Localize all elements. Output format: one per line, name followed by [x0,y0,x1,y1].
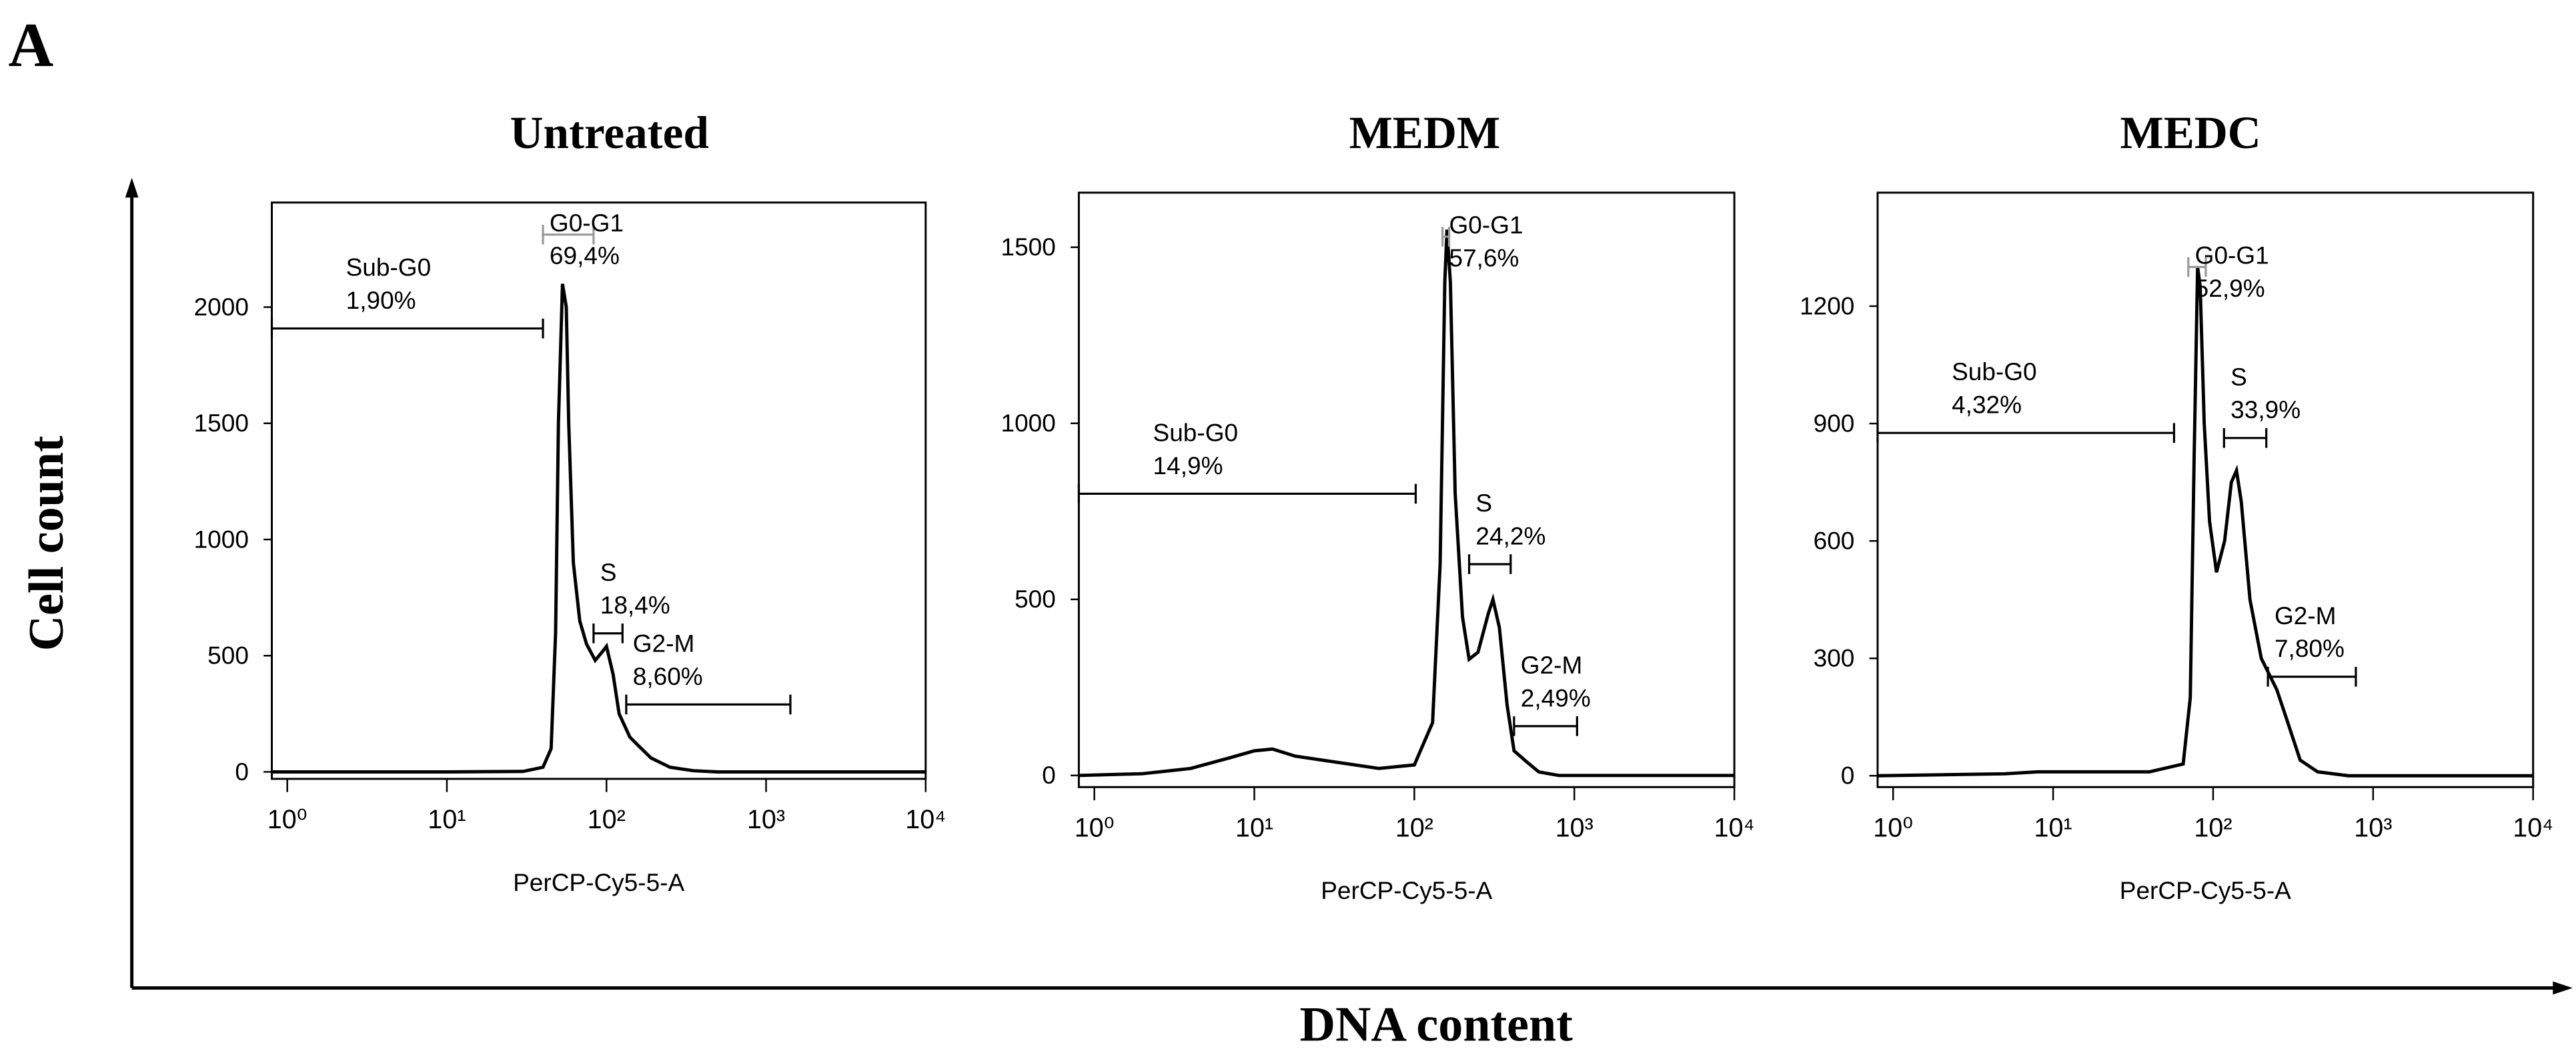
y-tick-label: 1500 [194,409,249,437]
gate-name: G0-G1 [550,209,624,237]
x-tick-label: 10¹ [1235,813,1273,842]
y-tick-label: 600 [1814,527,1855,555]
y-tick-label: 1000 [1001,409,1055,437]
histogram-curve [1079,229,1735,778]
plot-frame [1077,191,1736,788]
y-axis-label: Cell count [19,435,74,651]
arrowhead [125,177,139,198]
x-tick-label: 10³ [1555,813,1593,842]
gate-percent: 57,6% [1449,243,1519,271]
plot-frame [271,201,927,780]
x-tick-label: 10¹ [2034,813,2072,842]
y-tick-label: 1500 [1001,233,1055,261]
y-tick-label: 500 [1015,585,1056,613]
x-tick-label: 10² [588,805,626,834]
plot-frame [1876,191,2535,788]
y-tick-label: 1200 [1800,291,1854,319]
y-tick-label: 0 [1042,761,1056,789]
panel: Untreated 0 500 1000 1500 2000 10⁰ 10¹ 10² 10³ 10⁴… [194,107,946,896]
arrowhead [2553,981,2573,995]
x-tick-label: 10³ [2354,813,2392,842]
gate-percent: 7,80% [2275,634,2345,662]
panel-title: MEDC [2120,107,2261,158]
panel-title: Untreated [510,107,709,158]
x-axis-label: PerCP-Cy5-5-A [2120,876,2291,904]
x-tick-label: 10⁴ [1714,813,1755,842]
y-tick-label: 2000 [194,293,249,321]
gate-percent: 14,9% [1153,451,1223,479]
gate-percent: 8,60% [633,662,703,690]
gate-name: Sub-G0 [1153,418,1239,446]
x-axis-label: PerCP-Cy5-5-A [1321,876,1492,904]
panel: MEDM 0 500 1000 1500 10⁰ 10¹ 10² 10³ 10⁴ PerCP-Cy5… [1001,107,1754,904]
y-tick-label: 0 [1841,762,1855,790]
x-tick-label: 10² [1395,813,1433,842]
gate-percent: 18,4% [600,591,670,619]
gate-name: G0-G1 [2195,241,2269,269]
x-tick-label: 10⁰ [1873,813,1913,842]
panel-title: MEDM [1349,107,1501,158]
x-tick-label: 10⁴ [905,805,946,834]
y-tick-label: 0 [235,758,249,786]
gate-percent: 33,9% [2230,395,2301,423]
y-tick-label: 1000 [194,525,249,553]
x-tick-label: 10⁴ [2513,813,2553,842]
panel: MEDC 0 300 600 900 1200 10⁰ 10¹ 10² 10³ 10⁴ PerCP-C… [1800,107,2553,904]
y-tick-label: 300 [1814,644,1855,672]
gate-percent: 1,90% [346,286,416,314]
histogram-curve [271,283,926,774]
gate-name: Sub-G0 [1952,357,2037,385]
gate-name: Sub-G0 [346,253,432,281]
gate-percent: 4,32% [1952,391,2022,419]
gate-name: S [600,558,617,586]
y-tick-label: 900 [1814,409,1855,437]
gate-percent: 69,4% [550,241,620,269]
gate-name: G2-M [2275,602,2337,630]
x-axis-label: PerCP-Cy5-5-A [513,868,684,896]
x-tick-label: 10⁰ [267,805,307,834]
x-tick-label: 10³ [747,805,785,834]
gate-name: G2-M [1521,651,1583,679]
y-tick-label: 500 [207,642,249,670]
gate-name: S [2230,363,2247,391]
panel-label: A [8,11,53,80]
gate-name: G2-M [633,629,695,657]
x-tick-label: 10⁰ [1075,813,1115,842]
histogram-curve [1877,267,2533,778]
x-tick-label: 10² [2194,813,2232,842]
gate-name: G0-G1 [1449,211,1523,239]
gate-name: S [1475,489,1492,517]
gate-percent: 24,2% [1475,521,1545,550]
x-tick-label: 10¹ [428,805,466,834]
gate-percent: 52,9% [2195,274,2265,302]
x-axis-label: DNA content [1300,998,1573,1052]
gate-percent: 2,49% [1521,684,1591,712]
